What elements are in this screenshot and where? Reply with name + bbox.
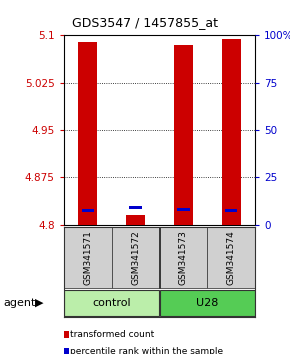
Bar [222, 39, 241, 225]
Bar [177, 208, 190, 211]
Text: agent: agent [3, 298, 35, 308]
Text: GSM341571: GSM341571 [83, 230, 92, 285]
Text: percentile rank within the sample: percentile rank within the sample [70, 347, 223, 354]
Bar [207, 227, 255, 288]
Text: GSM341572: GSM341572 [131, 230, 140, 285]
Text: GDS3547 / 1457855_at: GDS3547 / 1457855_at [72, 16, 218, 29]
Bar [160, 290, 255, 316]
Bar [129, 206, 142, 209]
Bar [174, 45, 193, 225]
Bar [81, 209, 94, 212]
Bar [64, 290, 160, 316]
Bar [126, 215, 145, 225]
Text: ▶: ▶ [35, 298, 44, 308]
Text: GSM341574: GSM341574 [227, 230, 236, 285]
Bar [64, 227, 112, 288]
Bar [225, 209, 238, 212]
Bar [112, 227, 160, 288]
Text: transformed count: transformed count [70, 330, 155, 339]
Bar [78, 42, 97, 225]
Text: U28: U28 [196, 298, 219, 308]
Text: GSM341573: GSM341573 [179, 230, 188, 285]
Text: control: control [92, 298, 131, 308]
Bar [160, 227, 207, 288]
